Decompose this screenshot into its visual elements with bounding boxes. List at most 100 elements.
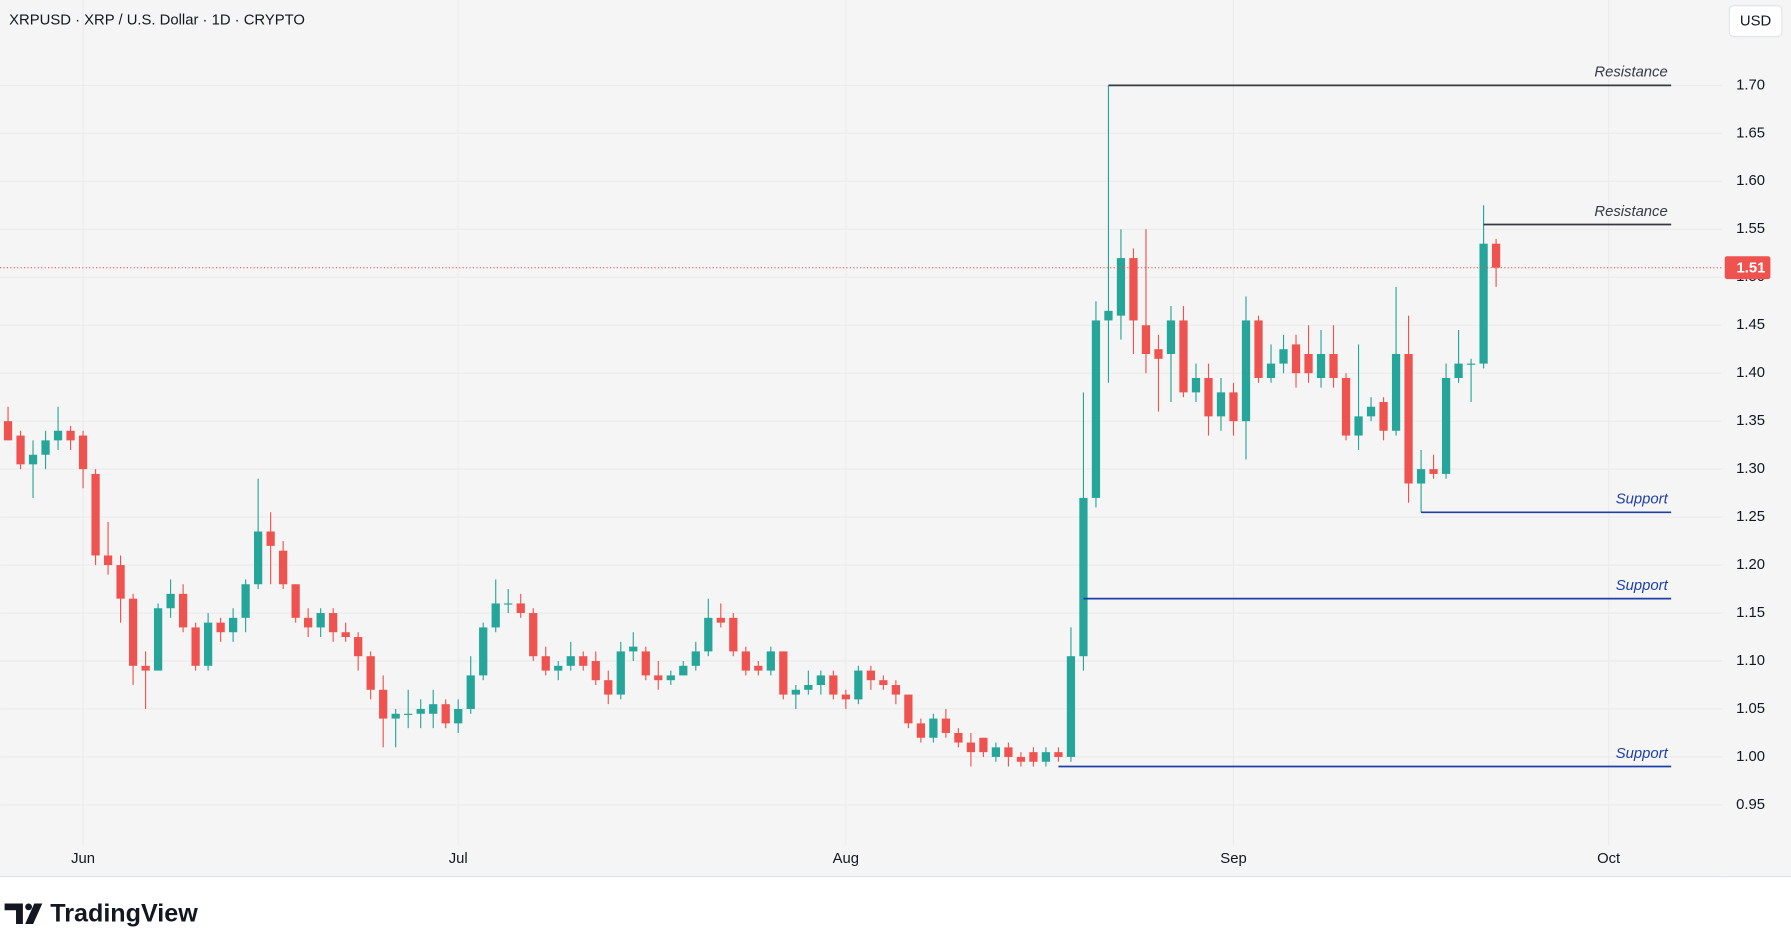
candle-body [904, 694, 913, 724]
candle-body [354, 637, 363, 657]
y-tick-label: 1.05 [1736, 701, 1765, 717]
candle-body [1466, 363, 1476, 365]
x-tick-label: Jun [71, 851, 95, 867]
candle-body [91, 473, 100, 556]
level-label: Support [1616, 746, 1669, 762]
candle-body [591, 661, 600, 681]
candle-body [1254, 320, 1263, 378]
candle-body [416, 708, 425, 714]
candle-body [203, 622, 213, 666]
candle-body [1141, 325, 1151, 355]
candle-body [1204, 377, 1213, 417]
candle-body [1241, 320, 1251, 422]
x-tick-label: Aug [833, 851, 859, 867]
candle-body [1079, 497, 1088, 657]
candle-body [1179, 320, 1188, 393]
candle-body [391, 713, 400, 719]
candle-body [666, 675, 675, 681]
candle-body [441, 704, 450, 724]
candle-body [1416, 469, 1426, 484]
last-price-label: 1.51 [1737, 261, 1766, 277]
candle-body [216, 622, 225, 633]
candle-body [241, 584, 250, 618]
level-label: Resistance [1594, 204, 1667, 220]
candle-body [28, 454, 38, 465]
x-tick-label: Jul [449, 851, 468, 867]
candle-body [1366, 406, 1376, 417]
candle-body [454, 708, 463, 724]
candle-body [141, 665, 150, 671]
candle-body [816, 675, 825, 685]
candle-body [178, 593, 188, 628]
y-tick-label: 1.00 [1736, 749, 1765, 765]
candle-body [479, 627, 488, 676]
candle-body [1491, 243, 1501, 268]
candle-body [429, 704, 438, 714]
candle-body [691, 651, 700, 666]
candle-body [829, 675, 838, 695]
candle-body [41, 440, 50, 455]
candle-body [854, 670, 863, 700]
candle-body [866, 670, 875, 681]
y-tick-label: 1.40 [1736, 365, 1765, 381]
candle-body [954, 732, 963, 743]
y-tick-label: 1.60 [1736, 173, 1765, 189]
candle-body [291, 584, 300, 618]
candles [3, 85, 1501, 767]
candle-body [3, 421, 13, 441]
currency-button[interactable] [1728, 5, 1783, 38]
candle-body [128, 598, 138, 666]
candle-body [579, 656, 588, 666]
level-label: Support [1616, 578, 1669, 594]
candle-body [804, 684, 813, 690]
y-tick-label: 1.15 [1736, 605, 1765, 621]
candle-body [266, 531, 275, 546]
level-label: Resistance [1594, 65, 1667, 81]
candle-body [1116, 258, 1126, 316]
candle-body [729, 617, 738, 652]
candle-body [1404, 354, 1413, 484]
candle-body [841, 694, 850, 700]
candle-body [1454, 363, 1463, 378]
candle-body [1029, 752, 1038, 762]
candle-body [116, 565, 125, 599]
candle-body [78, 435, 88, 470]
candle-body [379, 689, 388, 719]
candle-body [704, 617, 713, 652]
candle-body [279, 550, 288, 585]
candle-body [654, 675, 663, 681]
y-tick-label: 1.55 [1736, 221, 1765, 237]
candle-body [1329, 354, 1338, 378]
y-tick-label: 1.10 [1736, 653, 1765, 669]
candle-body [254, 531, 263, 585]
candle-body [641, 651, 650, 676]
candle-body [941, 718, 951, 733]
candle-body [1004, 747, 1013, 757]
candle-body [779, 651, 788, 695]
candle-body [1391, 354, 1401, 431]
candle-body [1354, 416, 1363, 436]
candle-body [1091, 320, 1101, 498]
currency-label[interactable]: USD [1740, 14, 1771, 30]
candle-body [566, 656, 575, 666]
brand-name: TradingView [50, 900, 198, 928]
candle-body [1129, 258, 1138, 321]
candle-body [304, 617, 313, 628]
candle-body [604, 680, 613, 695]
candle-body [153, 608, 163, 671]
last-price-tag [1724, 256, 1771, 280]
candle-body [754, 665, 763, 671]
candle-body [66, 430, 75, 441]
candle-body [716, 617, 725, 623]
candle-body [1304, 354, 1313, 374]
candle-body [554, 665, 563, 671]
candle-body [191, 627, 200, 666]
candle-body [316, 613, 325, 628]
candle-body [1066, 656, 1076, 757]
y-tick-label: 1.65 [1736, 125, 1765, 141]
candle-body [1291, 344, 1301, 374]
candle-body [329, 613, 338, 633]
brand-logo: TradingView [4, 900, 198, 928]
candle-body [1166, 320, 1176, 355]
